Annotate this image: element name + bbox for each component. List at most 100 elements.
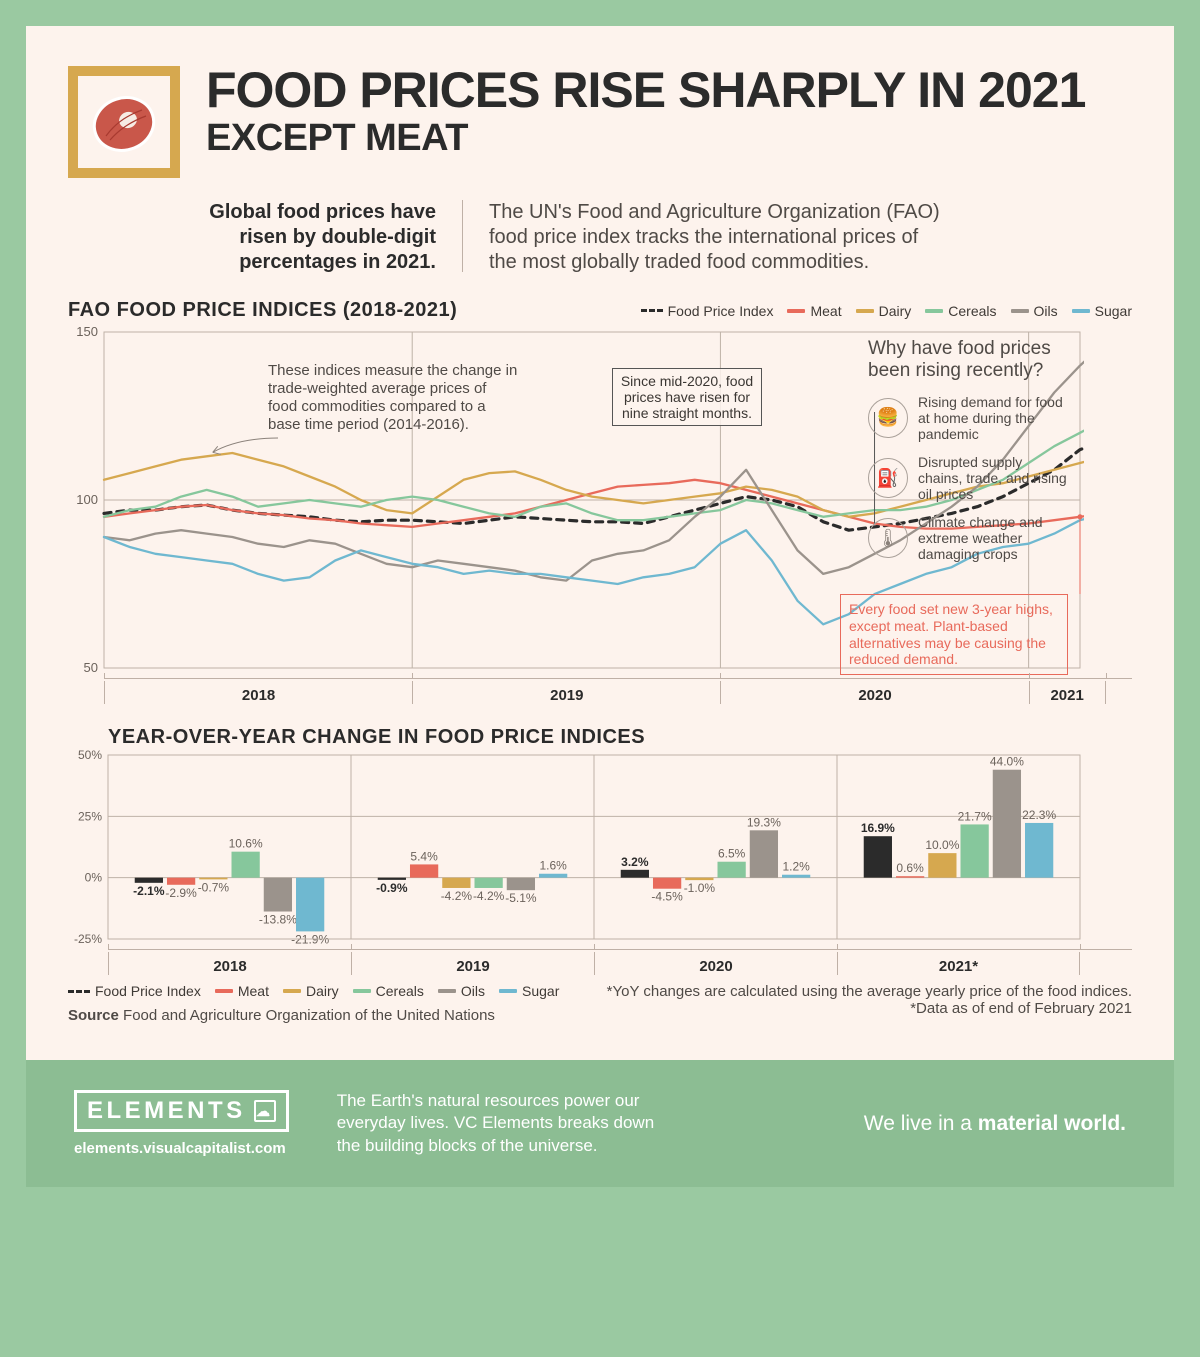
bar bbox=[264, 878, 292, 912]
legend-label: Oils bbox=[1034, 303, 1058, 319]
legend-item: Meat bbox=[215, 983, 269, 999]
chart2-title: YEAR-OVER-YEAR CHANGE IN FOOD PRICE INDI… bbox=[108, 726, 1132, 749]
bar-label: 1.2% bbox=[782, 860, 810, 874]
headline-line1: FOOD PRICES RISE SHARPLY IN 2021 bbox=[206, 66, 1132, 115]
chart1-header: FAO FOOD PRICE INDICES (2018-2021) Food … bbox=[68, 299, 1132, 322]
legend-swatch bbox=[68, 990, 90, 993]
legend-item: Food Price Index bbox=[641, 303, 774, 319]
reason-text: Climate change and extreme weather damag… bbox=[918, 514, 1068, 562]
chart1-title: FAO FOOD PRICE INDICES (2018-2021) bbox=[68, 299, 457, 322]
brand-logo: ELEMENTS ☁ bbox=[74, 1090, 289, 1132]
bar-label: 19.3% bbox=[747, 815, 781, 829]
chart2-area: -25%0%25%50%-2.1%-2.9%-0.7%10.6%-13.8%-2… bbox=[68, 749, 1132, 949]
content-panel: FOOD PRICES RISE SHARPLY IN 2021 EXCEPT … bbox=[26, 26, 1174, 1060]
bar-label: 16.9% bbox=[861, 821, 895, 835]
bar bbox=[993, 770, 1021, 878]
bar bbox=[199, 878, 227, 880]
year-label: 2020 bbox=[594, 952, 837, 975]
bar bbox=[167, 878, 195, 885]
year-label: 2018 bbox=[108, 952, 351, 975]
headline-line2: EXCEPT MEAT bbox=[206, 117, 1132, 160]
year-label: 2020 bbox=[720, 681, 1028, 704]
bar bbox=[653, 878, 681, 889]
legend-item: Cereals bbox=[925, 303, 996, 319]
reason-icon: 🌡 bbox=[868, 518, 908, 558]
intro-left: Global food prices have risen by double-… bbox=[206, 200, 436, 275]
svg-text:-25%: -25% bbox=[74, 932, 102, 946]
meat-icon bbox=[84, 84, 164, 160]
bar-label: -5.1% bbox=[505, 891, 537, 905]
source-label: Source bbox=[68, 1007, 119, 1024]
legend-item: Dairy bbox=[856, 303, 912, 319]
bar bbox=[378, 878, 406, 880]
bar-label: -0.9% bbox=[376, 881, 408, 895]
svg-text:150: 150 bbox=[76, 326, 98, 339]
footnote1: *YoY changes are calculated using the av… bbox=[607, 983, 1132, 1000]
legend-item: Sugar bbox=[499, 983, 559, 999]
outer-frame: FOOD PRICES RISE SHARPLY IN 2021 EXCEPT … bbox=[0, 0, 1200, 1213]
year-label: 2019 bbox=[412, 681, 720, 704]
legend-swatch bbox=[215, 989, 233, 993]
bar-label: 10.6% bbox=[229, 837, 263, 851]
bar-label: 3.2% bbox=[621, 855, 649, 869]
bar bbox=[961, 824, 989, 877]
footer-tagline: We live in a material world. bbox=[864, 1112, 1126, 1136]
header: FOOD PRICES RISE SHARPLY IN 2021 EXCEPT … bbox=[68, 66, 1132, 178]
reason-item: 🍔Rising demand for food at home during t… bbox=[868, 394, 1078, 442]
bar bbox=[410, 864, 438, 877]
bar bbox=[685, 878, 713, 880]
footer: ELEMENTS ☁ elements.visualcapitalist.com… bbox=[26, 1060, 1174, 1187]
footer-middle: The Earth's natural resources power our … bbox=[337, 1090, 667, 1156]
chart1-legend: Food Price Index Meat Dairy Cereals Oils Suga… bbox=[641, 303, 1132, 319]
footer-brand: ELEMENTS ☁ elements.visualcapitalist.com bbox=[74, 1090, 289, 1157]
bar-label: 21.7% bbox=[958, 809, 992, 823]
bar bbox=[718, 862, 746, 878]
legend-item: Oils bbox=[438, 983, 485, 999]
bar-label: -4.2% bbox=[441, 889, 473, 903]
brand-icon: ☁ bbox=[254, 1100, 276, 1122]
legend-swatch bbox=[1011, 309, 1029, 313]
legend-swatch bbox=[438, 989, 456, 993]
bar bbox=[750, 830, 778, 877]
bar bbox=[896, 876, 924, 877]
legend-label: Cereals bbox=[948, 303, 996, 319]
svg-text:25%: 25% bbox=[78, 809, 102, 823]
tag-prefix: We live in a bbox=[864, 1112, 978, 1135]
intro-divider bbox=[462, 200, 463, 272]
since2020-callout: Since mid-2020, food prices have risen f… bbox=[612, 368, 762, 426]
reason-text: Rising demand for food at home during th… bbox=[918, 394, 1068, 442]
chart2-footer-left: Food Price IndexMeatDairyCerealsOilsSuga… bbox=[68, 983, 559, 1024]
chart2-year-axis: 2018201920202021* bbox=[108, 949, 1132, 975]
bar-label: 0.6% bbox=[896, 861, 924, 875]
chart1-area: 50100150 These indices measure the chang… bbox=[68, 326, 1132, 678]
bar bbox=[928, 853, 956, 878]
bar-label: -4.2% bbox=[473, 889, 505, 903]
legend-label: Food Price Index bbox=[95, 983, 201, 999]
source-text: Food and Agriculture Organization of the… bbox=[123, 1007, 495, 1024]
legend-label: Meat bbox=[810, 303, 841, 319]
bar bbox=[621, 870, 649, 878]
legend-item: Dairy bbox=[283, 983, 339, 999]
bar-label: -4.5% bbox=[651, 890, 683, 904]
bar-label: -13.8% bbox=[259, 913, 297, 927]
bar-label: 22.3% bbox=[1022, 808, 1056, 822]
footnote2: *Data as of end of February 2021 bbox=[607, 1000, 1132, 1017]
tag-bold: material world. bbox=[978, 1112, 1126, 1135]
year-label: 2019 bbox=[351, 952, 594, 975]
reason-icon: ⛽ bbox=[868, 458, 908, 498]
year-label: 2021* bbox=[837, 952, 1080, 975]
year-label: 2018 bbox=[104, 681, 412, 704]
chart1-year-axis: 2018201920202021 bbox=[104, 678, 1132, 704]
measure-note: These indices measure the change in trad… bbox=[268, 362, 518, 434]
svg-text:0%: 0% bbox=[85, 871, 103, 885]
legend-label: Sugar bbox=[1095, 303, 1132, 319]
bar bbox=[864, 836, 892, 877]
bar bbox=[539, 874, 567, 878]
brand-name: ELEMENTS bbox=[87, 1097, 246, 1125]
bar-label: 44.0% bbox=[990, 755, 1024, 769]
bar bbox=[782, 875, 810, 878]
bar bbox=[232, 852, 260, 878]
svg-text:50%: 50% bbox=[78, 749, 102, 762]
legend-label: Meat bbox=[238, 983, 269, 999]
reason-text: Disrupted supply chains, trade, and risi… bbox=[918, 454, 1068, 502]
